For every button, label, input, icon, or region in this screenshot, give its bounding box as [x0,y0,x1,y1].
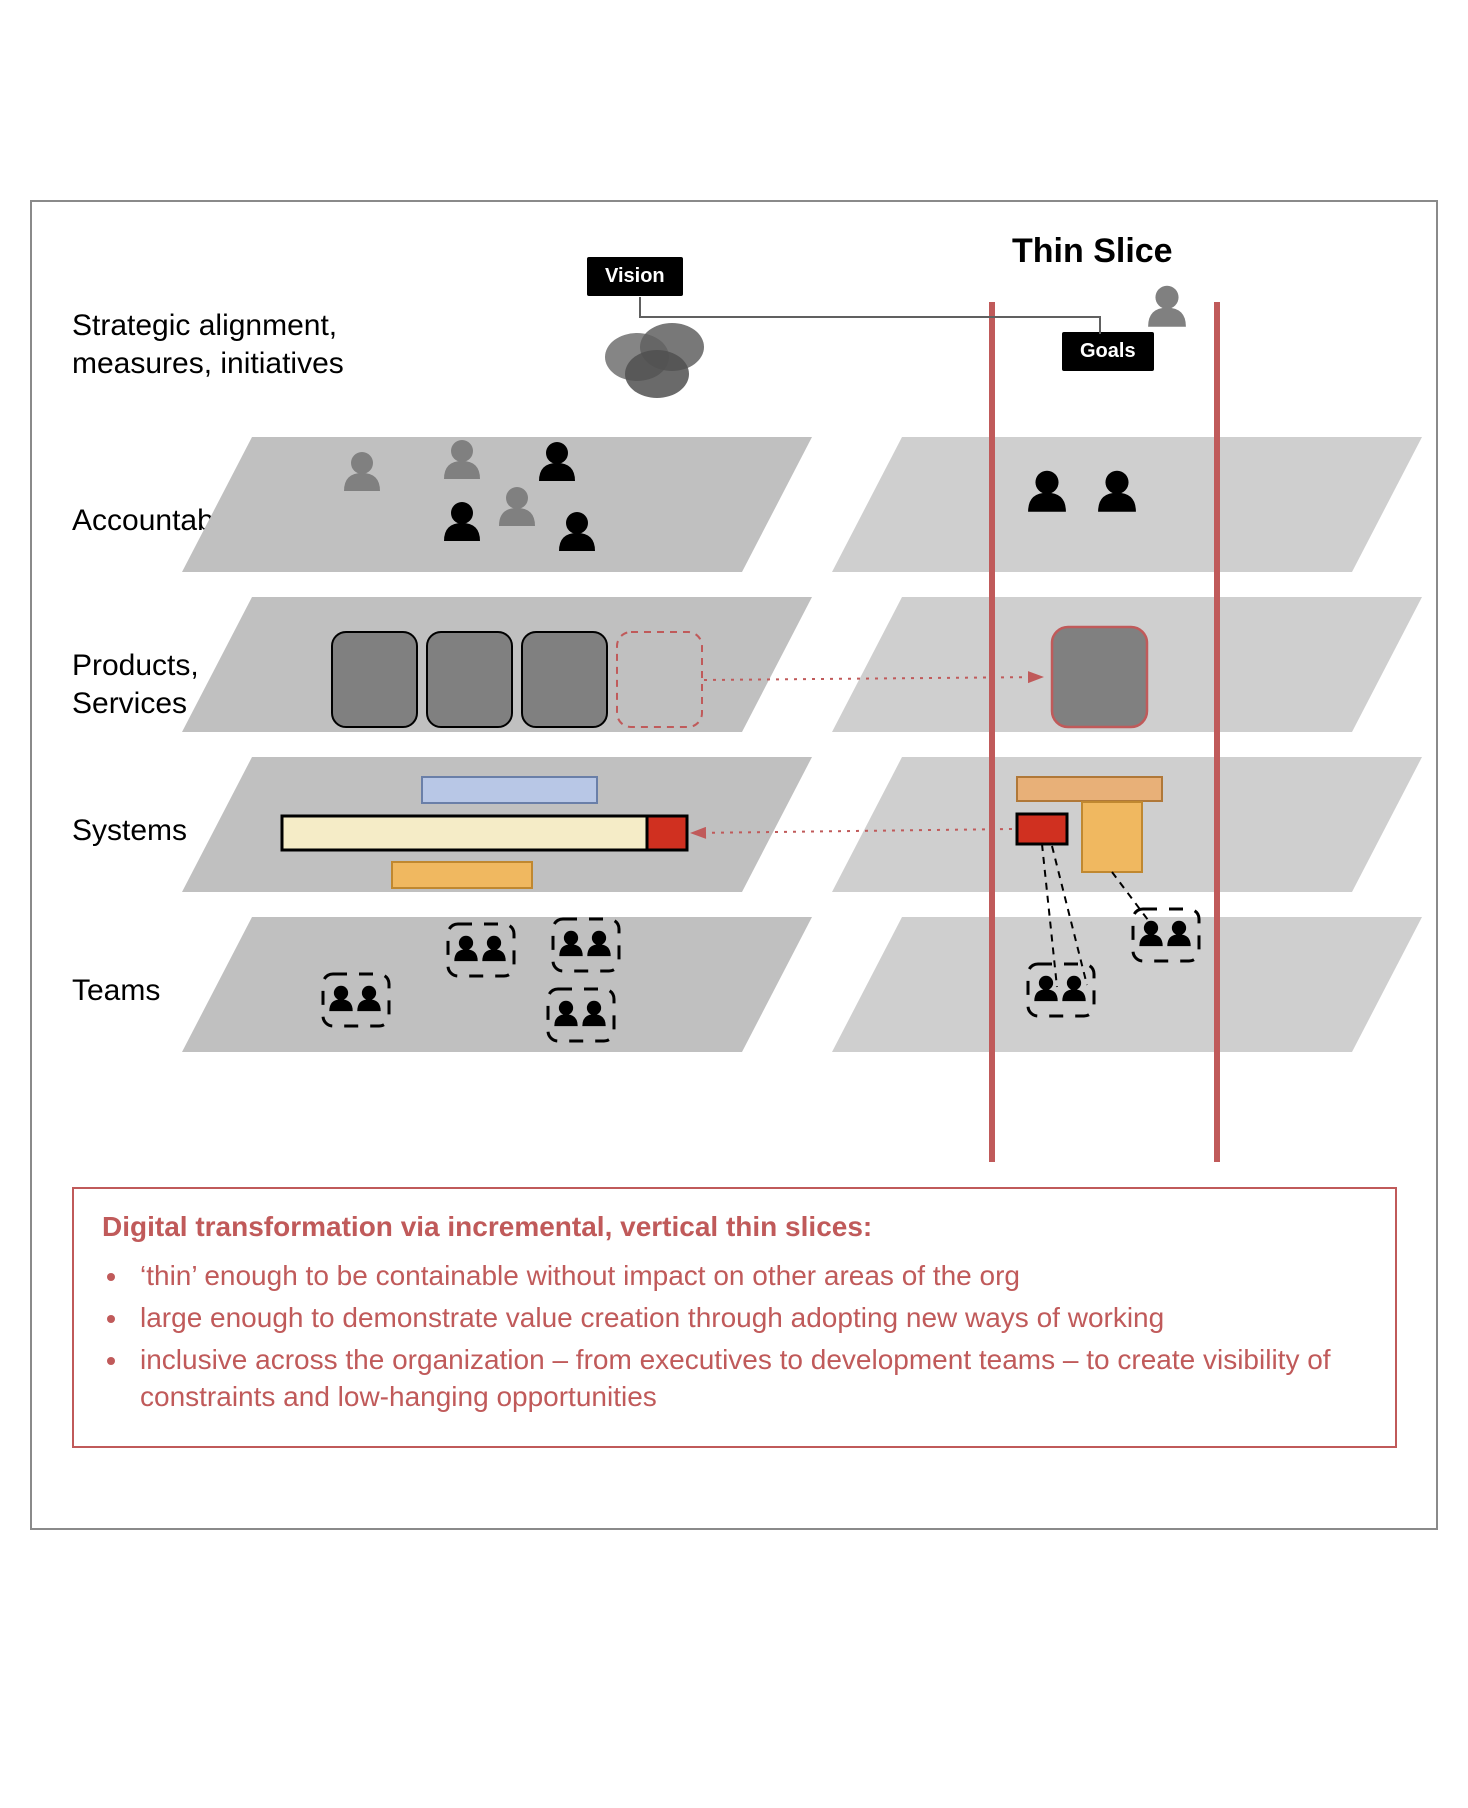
callout-bullet: ‘thin’ enough to be containable without … [130,1257,1367,1295]
product-box [427,632,512,727]
system-bar-tan [1017,777,1162,801]
person-icon [1148,286,1186,327]
diagram-frame: Thin Slice Strategic alignment, measures… [30,200,1438,1530]
layer-slab-left-accountabilities [182,437,812,572]
venn-circle [625,350,689,398]
system-bar-red [1017,814,1067,844]
callout-title: Digital transformation via incremental, … [102,1211,1367,1243]
product-box [332,632,417,727]
system-bar-blue [422,777,597,803]
callout-bullet: inclusive across the organization – from… [130,1341,1367,1417]
product-box [522,632,607,727]
callout-list: ‘thin’ enough to be containable without … [130,1257,1367,1416]
vision-goals-connector [640,297,1100,334]
system-bar-orange [1082,802,1142,872]
system-bar-orange [392,862,532,888]
system-bar-cream [282,816,647,850]
callout-bullet: large enough to demonstrate value creati… [130,1299,1367,1337]
callout-box: Digital transformation via incremental, … [72,1187,1397,1448]
product-box-right [1052,627,1147,727]
layer-slab-right-teams [832,917,1422,1052]
diagram-canvas [32,202,1440,1182]
system-bar-red [647,816,687,850]
